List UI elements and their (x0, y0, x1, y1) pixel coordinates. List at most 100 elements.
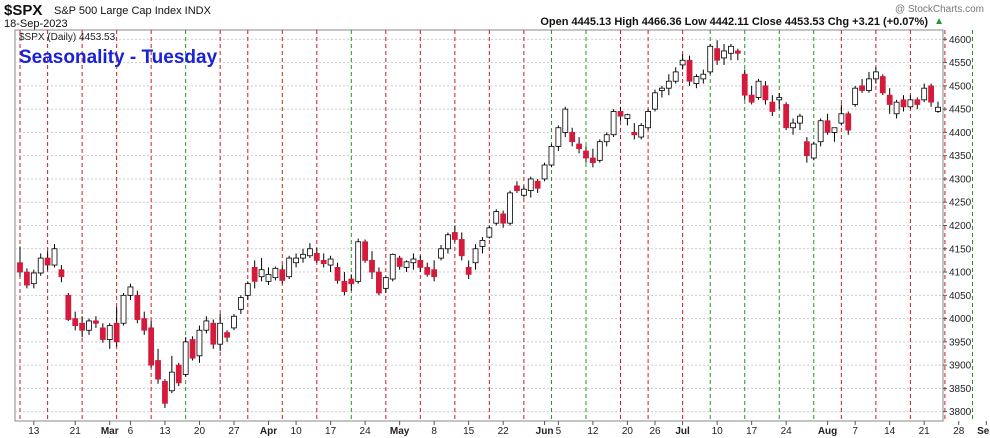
candle-body (86, 320, 92, 331)
candle-body (369, 260, 375, 273)
y-tick-label: 4400 (949, 128, 972, 139)
candle-body (486, 227, 493, 238)
candle-body (590, 157, 596, 164)
x-tick-label: 13 (159, 426, 171, 437)
candle-body (569, 132, 576, 143)
candle-body (617, 111, 624, 117)
horizontal-gridlines (15, 38, 943, 413)
candle-body (355, 241, 362, 282)
candle-body (37, 257, 44, 274)
candle-body (334, 266, 341, 281)
candle-body (769, 101, 776, 112)
x-tick-label: 6 (128, 426, 134, 437)
candle-body (748, 94, 755, 103)
candle-body (803, 141, 810, 157)
candle-body (762, 85, 769, 101)
candle-body (24, 271, 30, 286)
x-tick-label: 12 (587, 426, 599, 437)
candle-body (465, 266, 472, 275)
candle-body (859, 85, 865, 91)
candle-body (879, 76, 886, 94)
candle-body (451, 232, 458, 240)
y-tick-label: 4500 (949, 81, 972, 92)
candle-body (500, 213, 507, 224)
candle-body (237, 297, 244, 310)
x-tick-label: 24 (360, 426, 372, 437)
security-name: S&P 500 Large Cap Index INDX (54, 5, 211, 17)
candle-body (845, 113, 852, 131)
candle-body (659, 87, 665, 91)
candle-body (286, 257, 293, 278)
candle-body (244, 283, 251, 296)
candle-body (776, 97, 783, 101)
x-tick-label: Sep (977, 426, 990, 437)
candle-body (65, 294, 72, 320)
candle-body (224, 332, 230, 338)
candle-body (120, 294, 127, 324)
candle-body (175, 364, 182, 384)
y-tick-label: 4200 (949, 221, 972, 232)
candle-body (99, 327, 106, 340)
candle-body (728, 45, 734, 54)
candle-body (872, 71, 879, 80)
candle-body (797, 115, 803, 124)
candle-body (300, 253, 306, 259)
x-tick-label: 28 (953, 426, 965, 437)
candle-body (928, 85, 934, 103)
y-tick-label: 4050 (949, 291, 972, 302)
candle-body (886, 94, 893, 105)
y-tick-label: 4600 (949, 35, 972, 46)
candle-body (410, 258, 417, 264)
candle-body (672, 71, 679, 82)
candle-body (203, 320, 210, 331)
candle-body (113, 322, 120, 343)
candle-body (293, 257, 299, 264)
candle-body (686, 59, 693, 82)
y-tick-label: 4000 (949, 314, 972, 325)
candle-body (700, 73, 707, 80)
candle-body (534, 180, 541, 189)
candle-body (866, 78, 872, 91)
x-axis: 13 21 Mar 6 13 20 27 Apr 10 17 24 May 8 15 22 Jun 5 12 20 2… (28, 421, 990, 437)
candle-body (30, 272, 37, 285)
candle-body (507, 192, 513, 224)
candle-body (189, 339, 196, 359)
candle-body (679, 59, 686, 66)
candle-body (148, 327, 155, 366)
candle-body (541, 164, 548, 180)
x-tick-label: Mar (101, 426, 119, 437)
candle-body (741, 73, 748, 96)
candle-body (707, 45, 714, 73)
candle-body (258, 269, 265, 278)
x-tick-label: 21 (70, 426, 82, 437)
x-tick-label: 24 (781, 426, 793, 437)
candle-body (313, 253, 320, 261)
candle-body (893, 101, 900, 115)
candle-body (376, 271, 382, 294)
x-tick-label: Jun (536, 426, 554, 437)
chart-date: 18-Sep-2023 (4, 18, 68, 30)
symbol-label: $SPX (4, 2, 43, 19)
candle-body (231, 315, 237, 329)
candle-body (458, 239, 465, 257)
x-tick-label: 8 (431, 426, 437, 437)
candle-body (603, 134, 610, 143)
candle-body (852, 87, 859, 105)
candle-body (389, 253, 396, 280)
candle-body (162, 381, 168, 404)
x-tick-label: 15 (463, 426, 475, 437)
x-tick-label: 20 (622, 426, 634, 437)
candle-body (431, 269, 438, 278)
candle-body (155, 360, 161, 380)
candle-body (693, 76, 700, 84)
candle-body (196, 329, 203, 357)
candle-body (638, 125, 645, 138)
candle-body (382, 277, 389, 289)
candle-body (583, 150, 589, 159)
x-tick-label: 17 (325, 426, 337, 437)
candle-body (51, 248, 58, 266)
y-tick-label: 4350 (949, 151, 972, 162)
candle-body (265, 273, 272, 282)
candle-body (721, 50, 727, 59)
